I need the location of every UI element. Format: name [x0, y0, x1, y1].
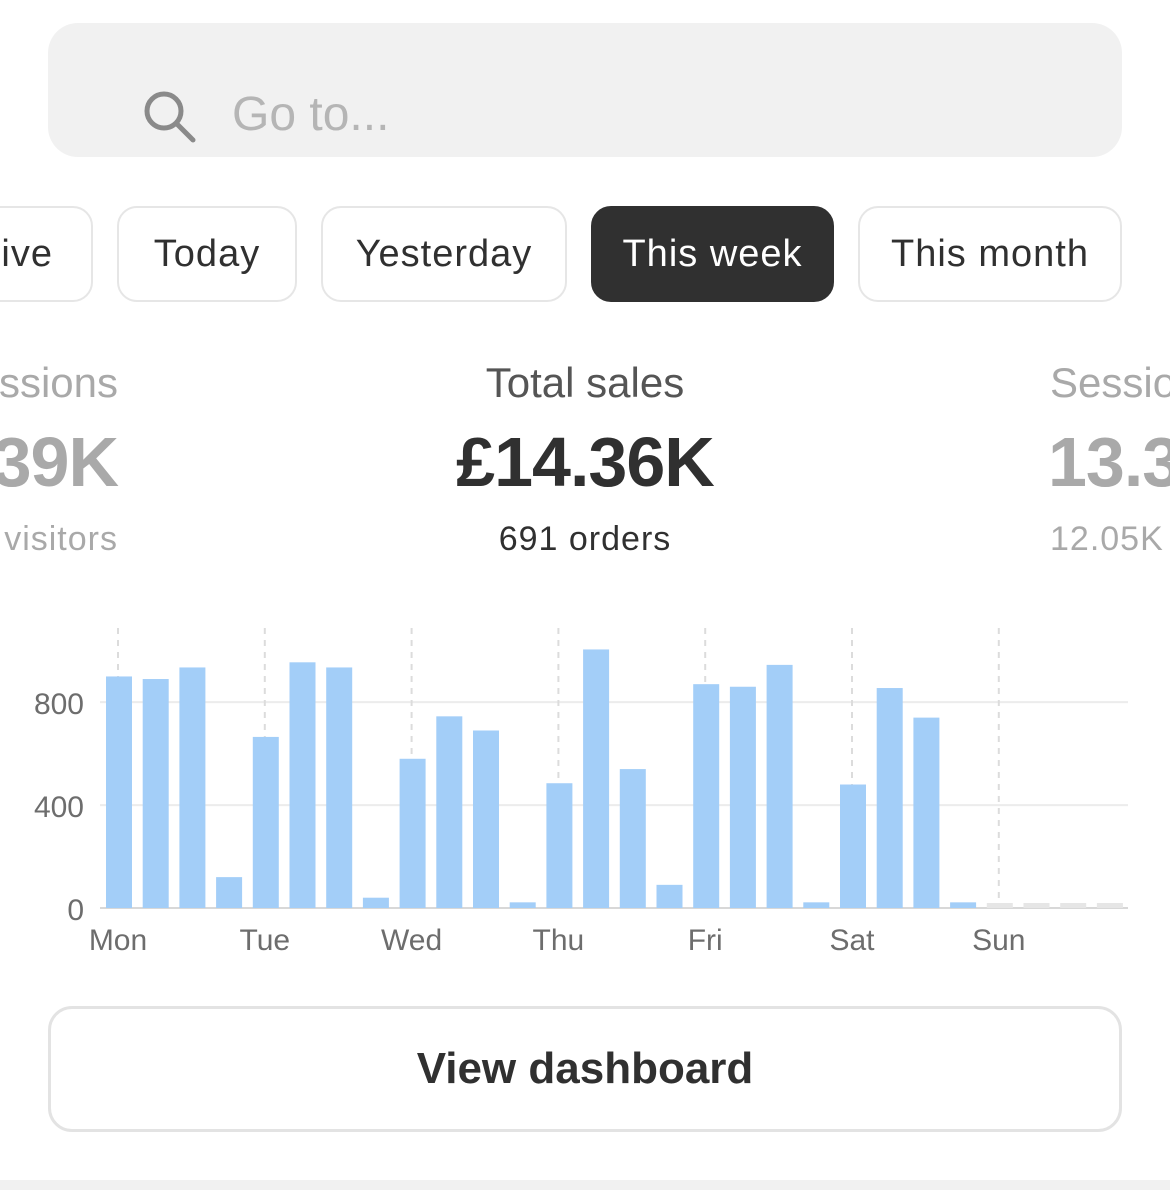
range-live-label: Live [0, 232, 53, 275]
search-icon [142, 89, 198, 150]
x-tick-label: Fri [688, 924, 723, 957]
chart-bar [326, 667, 353, 908]
range-today-label: Today [153, 232, 261, 275]
view-dashboard-button[interactable]: View dashboard [48, 1006, 1122, 1132]
chart-bar [473, 730, 499, 908]
chart-bar [289, 662, 316, 908]
y-tick-label: 0 [67, 894, 84, 927]
chart-bar [399, 758, 426, 908]
chart-bar [583, 649, 610, 908]
range-this-month-label: This month [891, 232, 1089, 275]
bottom-divider [0, 1180, 1170, 1190]
chart-bar [803, 902, 830, 908]
chart-bar [1023, 903, 1050, 908]
metric-right-label: Sessions [1050, 359, 1170, 406]
range-this-week-label: This week [622, 232, 803, 275]
sales-bar-chart: 0 400 800 Mon Tue Wed Thu Fri Sat Sun [34, 628, 1128, 957]
x-tick-label: Mon [89, 924, 147, 957]
chart-bar [619, 769, 646, 908]
metric-total-sales-label: Total sales [485, 359, 685, 406]
chart-bar [913, 717, 940, 908]
chart-bar [656, 884, 683, 908]
x-tick-label: Tue [240, 924, 291, 957]
x-tick-label: Wed [381, 924, 442, 957]
range-this-month-button[interactable]: This month [858, 206, 1122, 302]
metric-left-sub: visitors [4, 520, 118, 558]
metric-right-sub: 12.05K [1050, 520, 1164, 558]
range-live-button[interactable]: Live [0, 206, 93, 302]
metric-right-value: 13.3 [1048, 423, 1170, 501]
search-bar[interactable]: Go to... [48, 23, 1122, 157]
chart-bar [840, 784, 866, 908]
chart-bar [252, 736, 279, 908]
view-dashboard-label: View dashboard [416, 1044, 754, 1093]
range-this-week-button[interactable]: This week [591, 206, 834, 302]
x-tick-label: Sun [972, 924, 1025, 957]
chart-bar [950, 902, 977, 908]
chart-bar [876, 688, 903, 908]
chart-bar [436, 716, 463, 908]
chart-bar [106, 676, 132, 908]
metric-total-sales-value: £14.36K [456, 423, 715, 501]
range-today-button[interactable]: Today [117, 206, 297, 302]
chart-bar [1060, 903, 1087, 908]
chart-bar [179, 667, 206, 908]
chart-bar [216, 877, 243, 908]
chart-bar [766, 664, 793, 908]
x-tick-label: Thu [533, 924, 585, 957]
chart-bar [693, 684, 720, 908]
y-tick-label: 800 [34, 688, 84, 721]
range-yesterday-label: Yesterday [355, 232, 533, 275]
chart-bar [1096, 903, 1123, 908]
chart-bar [546, 783, 573, 908]
metric-left-label: Sessions [0, 359, 118, 406]
y-tick-label: 400 [34, 791, 84, 824]
metric-total-sales-orders: 691 orders [498, 520, 672, 558]
chart-bar [509, 902, 536, 908]
x-tick-label: Sat [829, 924, 875, 957]
metric-left-value: 39K [0, 423, 119, 501]
chart-bar [142, 679, 169, 908]
search-placeholder: Go to... [232, 88, 390, 141]
chart-bar [729, 686, 756, 908]
chart-bar [986, 903, 1013, 908]
range-yesterday-button[interactable]: Yesterday [321, 206, 567, 302]
chart-bar [362, 897, 389, 908]
